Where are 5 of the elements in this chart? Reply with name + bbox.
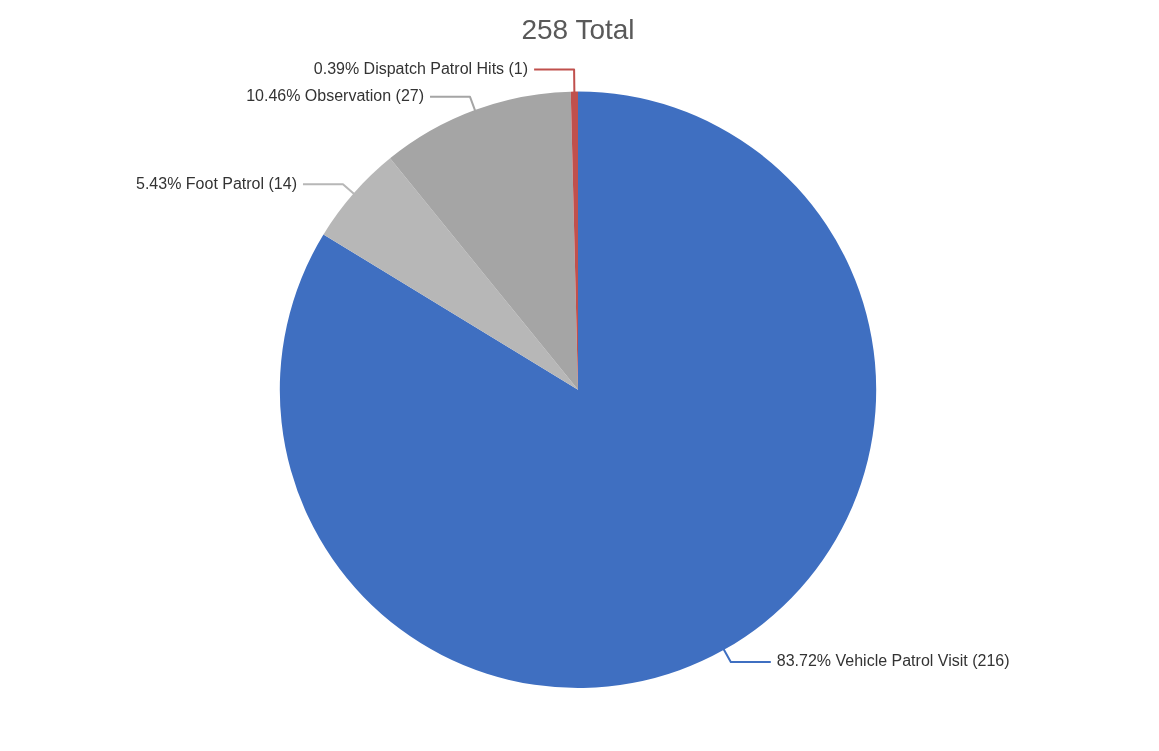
slice-label: 83.72% Vehicle Patrol Visit (216)	[776, 652, 1010, 670]
chart-title: 258 Total	[521, 13, 635, 45]
slice-label: 5.43% Foot Patrol (14)	[135, 174, 297, 192]
slice-label: 10.46% Observation (27)	[246, 87, 425, 105]
slice-label: 0.39% Dispatch Patrol Hits (1)	[313, 60, 529, 78]
